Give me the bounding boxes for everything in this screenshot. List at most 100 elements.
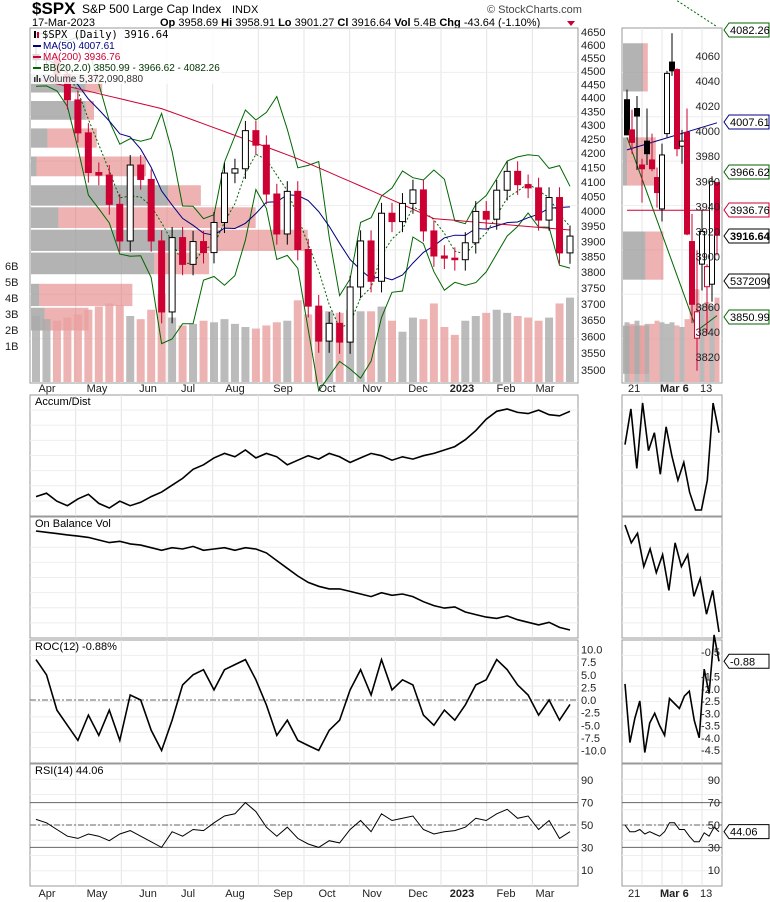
- candle-body: [419, 189, 427, 232]
- zoom-candle-body: [659, 154, 665, 210]
- price-tick-label: 3700: [581, 299, 605, 311]
- price-tick-label: 4100: [581, 177, 605, 189]
- price-tick-label: 4250: [581, 134, 605, 146]
- volume-bar: [32, 316, 40, 382]
- volume-bar: [524, 317, 533, 382]
- price-tick-label: 4500: [581, 66, 605, 78]
- tag-box: [723, 114, 770, 130]
- zoom-volume-bar: [714, 297, 720, 382]
- brand: © StockCharts.com: [487, 4, 582, 16]
- bb-upper-line: [35, 32, 571, 298]
- accum-dist-line: [35, 408, 571, 509]
- zoom-rsi-tick: 30: [708, 842, 720, 854]
- zoom-ma50: [626, 122, 718, 151]
- volume-bar: [471, 316, 480, 382]
- zoom-roc-tick: -4.5: [701, 745, 720, 757]
- panel-label-roc: ROC(12) -0.88%: [35, 641, 117, 653]
- volume-bar: [189, 323, 198, 382]
- price-tick-label: 4600: [581, 40, 605, 52]
- volume-bar: [534, 320, 543, 382]
- volume-bar: [492, 309, 501, 382]
- price-tick-label: 4200: [581, 148, 605, 160]
- zoom-candle-body: [694, 311, 700, 339]
- volume-bar: [73, 314, 82, 382]
- tag-box: [723, 653, 770, 669]
- candle-body: [137, 164, 145, 180]
- tag-box: [723, 309, 770, 325]
- zoom-candle-body: [644, 140, 650, 155]
- tag-box: [723, 22, 770, 38]
- zoom-rsi-tick: 90: [708, 775, 720, 787]
- candle-body: [116, 203, 124, 242]
- roc-tick-label: 0.0: [581, 695, 596, 707]
- tag-text: 3936.76: [730, 205, 770, 217]
- candle-body: [74, 99, 82, 134]
- value-tag-bb_upper: 4082.26: [723, 22, 770, 38]
- zoom-roc-tick: -3.5: [701, 721, 720, 733]
- candle-body: [482, 210, 490, 220]
- zoom-day-label-top: 21: [628, 383, 640, 395]
- month-label-bottom: Mar: [536, 888, 555, 900]
- month-label-top: Apr: [38, 383, 55, 395]
- volume-bar: [84, 309, 93, 382]
- candle-body: [262, 144, 270, 195]
- candle-body: [147, 178, 155, 242]
- candle-body: [336, 322, 344, 343]
- zoom-volume-bar: [644, 323, 650, 382]
- zoom-vbp-bar: [645, 231, 664, 280]
- volume-bar: [157, 294, 166, 382]
- volume-tick-label: 4B: [5, 293, 18, 305]
- exchange: INDX: [232, 4, 259, 16]
- candle-body: [357, 240, 365, 288]
- zoom-price-tick: 3980: [696, 151, 720, 163]
- volume-tick-label: 5B: [5, 277, 18, 289]
- zoom-price-tick: 4060: [696, 51, 720, 63]
- zoom-volume-bar: [709, 305, 715, 382]
- candle-body: [367, 240, 375, 282]
- price-tick-label: 3750: [581, 283, 605, 295]
- price-tick-label: 4400: [581, 93, 605, 105]
- candle-body: [556, 197, 564, 254]
- tag-text: 3850.99: [730, 312, 770, 324]
- candle-body: [440, 255, 448, 259]
- rsi-tick-label: 90: [581, 775, 593, 787]
- tag-box: [723, 164, 770, 180]
- price-tick-label: 4150: [581, 162, 605, 174]
- zoom-candle-body: [699, 231, 705, 265]
- zoom-candle-body: [634, 108, 640, 117]
- legend: $SPX (Daily) 3916.64 MA(50) 4007.61 MA(2…: [31, 29, 221, 85]
- zoom-rsi-tick: 70: [708, 798, 720, 810]
- candle-body: [535, 187, 543, 221]
- volume-bar: [429, 303, 438, 382]
- volume-by-price-bar: [39, 283, 133, 307]
- candle-body: [273, 193, 281, 235]
- volume-tick-label: 3B: [5, 309, 18, 321]
- zoom-price-tick: 4020: [696, 101, 720, 113]
- tag-text: 3966.62: [730, 167, 770, 179]
- price-tick-label: 4650: [581, 27, 605, 39]
- candle-body: [105, 174, 113, 205]
- ma200-line: [35, 78, 571, 231]
- candle-body: [220, 172, 228, 223]
- zoom-roc-tick: -1.5: [701, 672, 720, 684]
- candle-body: [566, 235, 574, 254]
- volume-bar: [388, 320, 396, 382]
- value-tag-rsi: 44.06: [723, 824, 770, 840]
- candle-body: [84, 132, 92, 174]
- month-label-bottom: Jul: [181, 888, 195, 900]
- volume-by-price-bar: [85, 100, 95, 120]
- candle-body: [210, 221, 218, 254]
- volume-bar: [115, 305, 124, 382]
- zoom-volume-bar: [689, 300, 695, 382]
- zoom-volume-bar: [699, 305, 705, 382]
- candle-body: [493, 189, 501, 220]
- candle-body: [346, 286, 354, 343]
- month-label-top: Feb: [497, 383, 516, 395]
- price-tick-label: 3800: [581, 267, 605, 279]
- volume-bar: [377, 306, 386, 382]
- volume-tick-label: 6B: [5, 261, 18, 273]
- month-label-top: 2023: [450, 383, 474, 395]
- volume-by-price-bar: [31, 229, 185, 251]
- value-tag-close: 3916.64: [723, 228, 770, 244]
